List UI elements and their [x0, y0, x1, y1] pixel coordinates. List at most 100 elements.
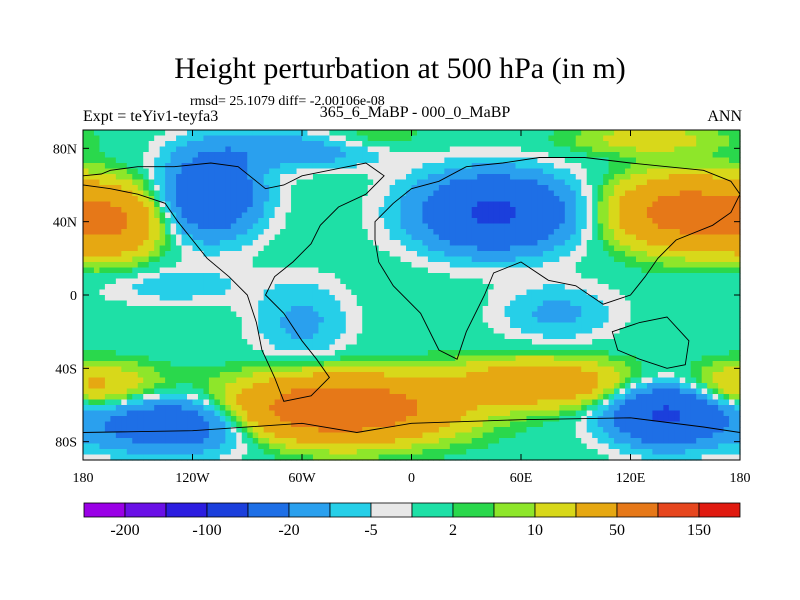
field-cell — [340, 328, 347, 335]
field-cell — [241, 179, 248, 186]
field-cell — [542, 240, 549, 247]
field-cell — [646, 201, 653, 208]
field-cell — [203, 152, 210, 159]
field-cell — [258, 152, 265, 159]
field-cell — [230, 300, 237, 307]
field-cell — [291, 196, 298, 203]
field-cell — [197, 311, 205, 318]
field-cell — [356, 311, 363, 318]
field-cell — [652, 267, 659, 274]
field-cell — [137, 355, 144, 362]
field-cell — [548, 201, 555, 208]
field-cell — [334, 234, 341, 241]
field-cell — [302, 284, 309, 291]
field-cell — [641, 168, 648, 175]
field-cell — [241, 322, 248, 329]
field-cell — [504, 130, 511, 137]
field-cell — [444, 267, 451, 274]
field-cell — [603, 157, 610, 164]
field-cell — [280, 278, 287, 285]
field-cell — [433, 135, 440, 142]
field-cell — [460, 256, 467, 263]
field-cell — [603, 130, 610, 137]
field-cell — [345, 295, 352, 302]
field-cell — [701, 289, 708, 296]
field-cell — [318, 317, 325, 324]
field-cell — [559, 207, 566, 214]
field-cell — [526, 289, 533, 296]
field-cell — [230, 201, 237, 208]
field-cell — [718, 168, 725, 175]
field-cell — [663, 317, 670, 324]
field-cell — [674, 278, 681, 285]
field-cell — [674, 130, 681, 137]
field-cell — [630, 333, 637, 340]
field-cell — [225, 284, 232, 291]
field-cell — [630, 262, 637, 269]
field-cell — [154, 289, 161, 296]
field-cell — [471, 295, 478, 302]
field-cell — [395, 185, 402, 192]
field-cell — [482, 179, 489, 186]
field-cell — [192, 273, 199, 280]
field-cell — [192, 267, 199, 274]
field-cell — [619, 284, 626, 291]
field-cell — [625, 256, 632, 263]
field-cell — [154, 218, 161, 225]
field-cell — [197, 212, 205, 219]
field-cell — [542, 207, 549, 214]
field-cell — [241, 328, 248, 335]
field-cell — [219, 295, 226, 302]
field-cell — [104, 130, 111, 137]
field-cell — [553, 256, 560, 263]
field-cell — [312, 190, 320, 197]
field-cell — [203, 284, 210, 291]
field-cell — [455, 146, 462, 153]
field-cell — [460, 240, 467, 247]
field-cell — [362, 168, 369, 175]
field-cell — [564, 245, 571, 252]
field-cell — [395, 174, 402, 181]
field-cell — [641, 322, 648, 329]
field-cell — [575, 229, 582, 236]
field-cell — [208, 256, 215, 263]
field-cell — [280, 322, 287, 329]
field-cell — [630, 289, 637, 296]
field-cell — [477, 317, 484, 324]
field-cell — [723, 245, 730, 252]
field-cell — [241, 190, 248, 197]
field-cell — [400, 311, 407, 318]
field-cell — [159, 295, 166, 302]
field-cell — [115, 179, 122, 186]
field-cell — [170, 284, 177, 291]
field-cell — [192, 240, 199, 247]
field-cell — [542, 229, 549, 236]
field-cell — [406, 350, 413, 357]
field-cell — [592, 168, 599, 175]
field-cell — [657, 306, 664, 313]
field-cell — [351, 135, 358, 142]
field-cell — [438, 190, 445, 197]
field-cell — [280, 146, 287, 153]
field-cell — [635, 201, 643, 208]
field-cell — [625, 135, 632, 142]
field-cell — [597, 322, 604, 329]
field-cell — [258, 295, 265, 302]
field-cell — [362, 157, 369, 164]
field-cell — [137, 185, 144, 192]
field-cell — [696, 190, 703, 197]
field-cell — [334, 163, 341, 170]
field-cell — [329, 240, 336, 247]
field-cell — [395, 179, 402, 186]
field-cell — [729, 190, 736, 197]
field-cell — [515, 234, 522, 241]
field-cell — [99, 190, 106, 197]
field-cell — [482, 196, 489, 203]
field-cell — [493, 212, 500, 219]
field-cell — [302, 152, 309, 159]
field-cell — [581, 333, 588, 340]
field-cell — [466, 223, 473, 230]
field-cell — [460, 355, 467, 362]
field-cell — [219, 251, 226, 258]
field-cell — [477, 207, 484, 214]
